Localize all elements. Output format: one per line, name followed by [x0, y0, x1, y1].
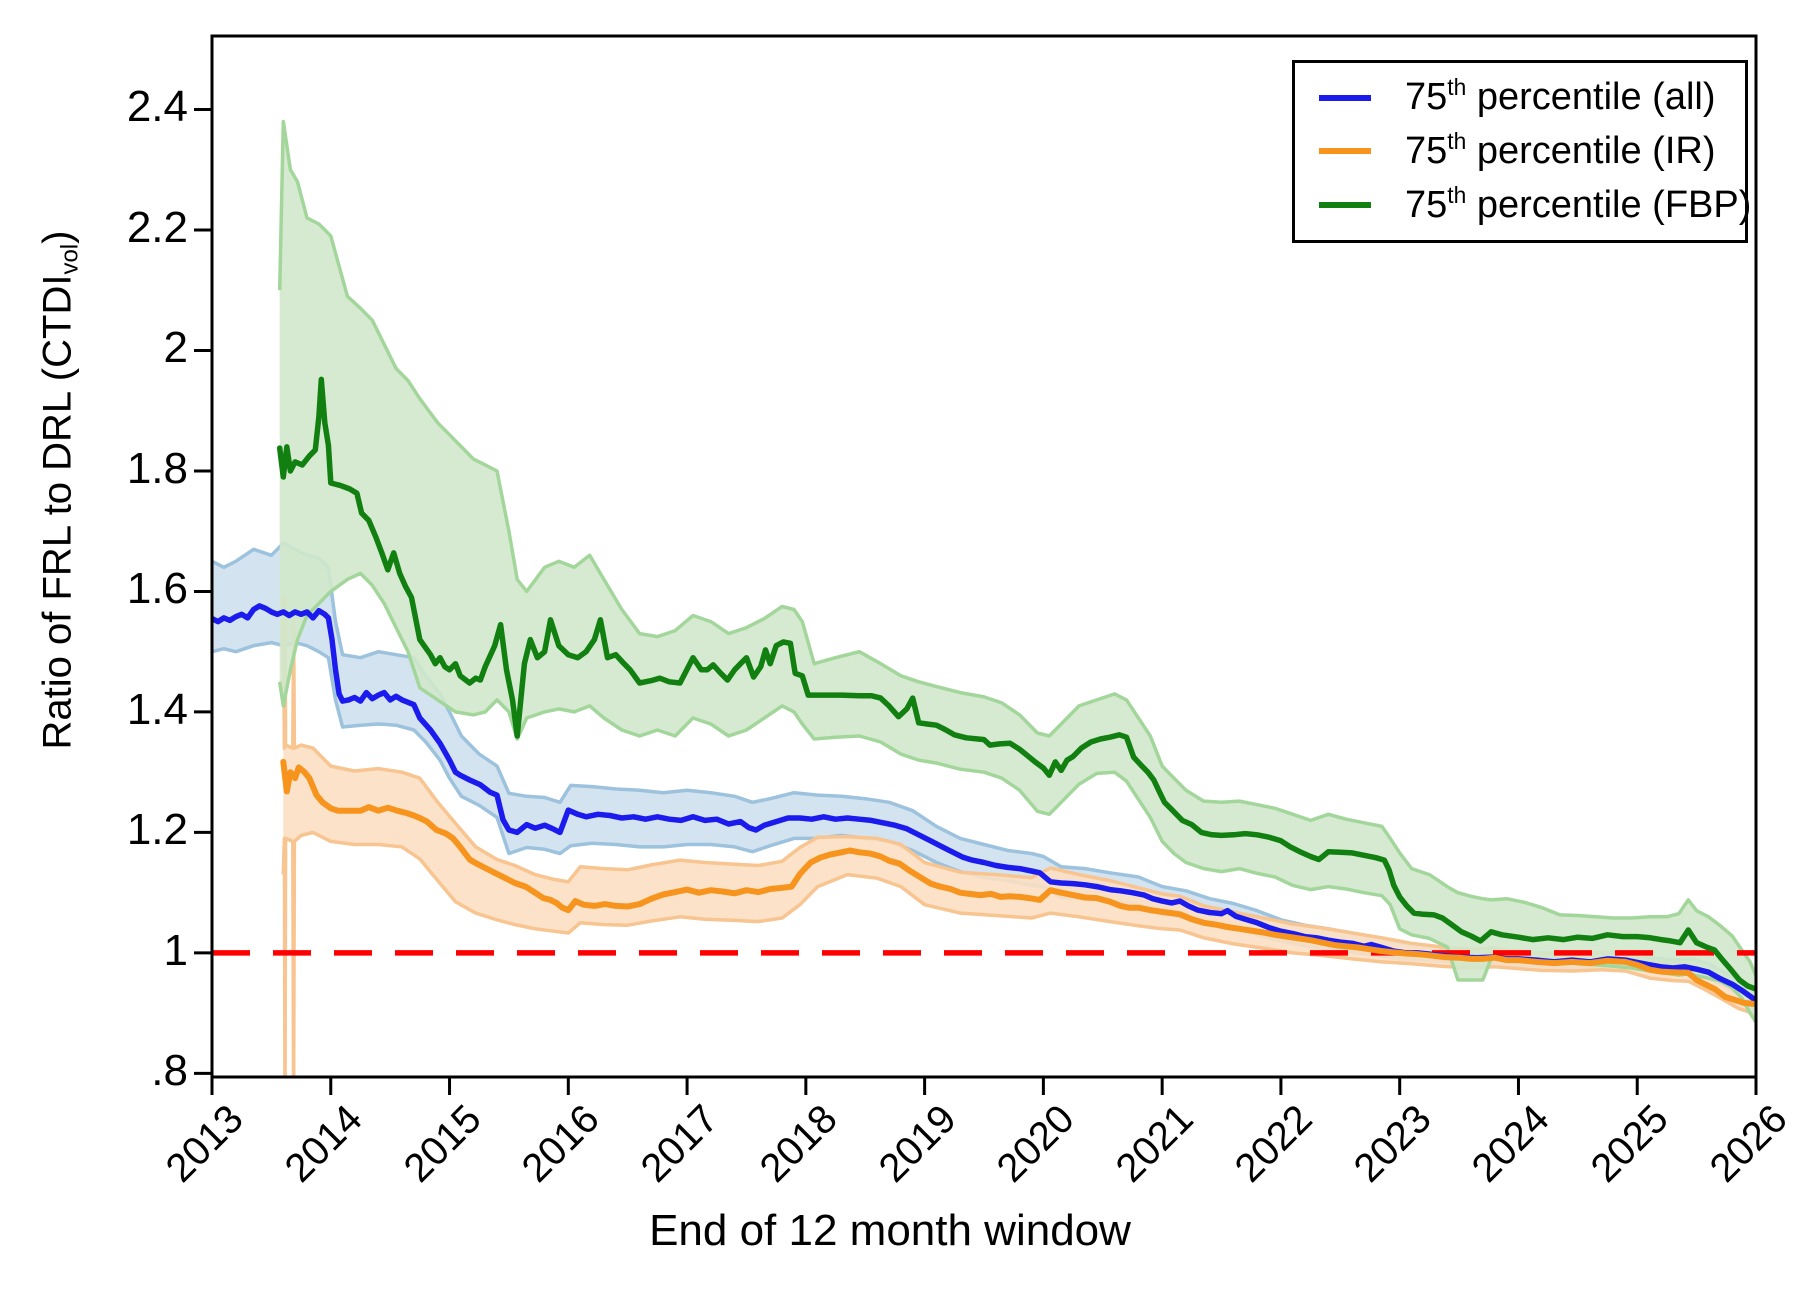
band-ir [283, 597, 1756, 1077]
y-tick-label: 1.6 [126, 564, 188, 614]
legend-label-ir: 75th percentile (IR) [1405, 127, 1716, 173]
x-tick-label: 2025 [1582, 1096, 1677, 1191]
x-tick-label: 2019 [870, 1096, 965, 1191]
legend-item-fbp: 75th percentile (FBP) [1295, 182, 1751, 227]
y-tick-label: 1.8 [126, 443, 188, 493]
line-fbp [276, 376, 1756, 992]
y-tick-label: .8 [151, 1046, 188, 1096]
x-tick-label: 2017 [632, 1096, 727, 1191]
band-fbp [279, 121, 1756, 1023]
legend-item-ir: 75th percentile (IR) [1295, 127, 1745, 173]
legend-label-all-sup: th [1447, 74, 1467, 101]
x-tick-label: 2018 [751, 1096, 846, 1191]
legend-label-all-num: 75 [1405, 76, 1448, 119]
legend-label-fbp-sup: th [1447, 181, 1467, 208]
x-tick-label: 2020 [989, 1096, 1084, 1191]
legend-swatch-ir [1319, 148, 1371, 155]
y-tick-label: 1 [163, 925, 188, 975]
plot-frame [210, 34, 1758, 1079]
y-tick-label: 1.4 [126, 684, 188, 734]
y-tick-label: 2.2 [126, 202, 188, 252]
x-tick-label: 2024 [1464, 1096, 1559, 1191]
x-tick-label: 2014 [276, 1096, 371, 1191]
legend-swatch-all [1319, 94, 1371, 101]
x-tick-label: 2015 [395, 1096, 490, 1191]
x-tick-label: 2021 [1107, 1096, 1202, 1191]
legend-label-all-rest: percentile (all) [1466, 76, 1716, 119]
line-ir [280, 758, 1756, 1008]
legend-label-ir-rest: percentile (IR) [1466, 129, 1716, 172]
legend: 75th percentile (all) 75th percentile (I… [1292, 60, 1751, 243]
legend-item-all: 75th percentile (all) [1295, 74, 1745, 119]
legend-label-fbp-num: 75 [1405, 183, 1448, 226]
x-tick-label: 2023 [1345, 1096, 1440, 1191]
legend-swatch-fbp [1319, 202, 1371, 209]
x-tick-label: 2026 [1701, 1096, 1796, 1191]
y-tick-label: 2 [163, 323, 188, 373]
legend-label-ir-num: 75 [1405, 129, 1448, 172]
x-tick-label: 2013 [157, 1096, 252, 1191]
y-tick-label: 2.4 [126, 82, 188, 132]
legend-label-ir-sup: th [1447, 127, 1467, 154]
x-axis-title: End of 12 month window [649, 1206, 1131, 1255]
plot-area [212, 119, 1756, 1077]
y-tick-label: 1.2 [126, 805, 188, 855]
x-tick-label: 2016 [513, 1096, 608, 1191]
band-upper-edge-fbp [277, 119, 1756, 977]
legend-label-fbp: 75th percentile (FBP) [1405, 181, 1752, 227]
legend-label-all: 75th percentile (all) [1405, 74, 1716, 119]
x-tick-label: 2022 [1226, 1096, 1321, 1191]
legend-label-fbp-rest: percentile (FBP) [1466, 183, 1752, 226]
band-lower-edge-ir [281, 830, 1756, 1077]
